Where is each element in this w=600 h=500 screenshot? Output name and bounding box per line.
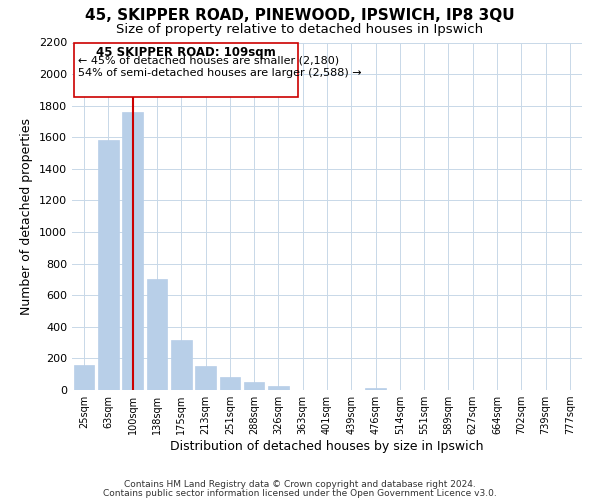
Y-axis label: Number of detached properties: Number of detached properties xyxy=(20,118,34,315)
Text: Contains public sector information licensed under the Open Government Licence v3: Contains public sector information licen… xyxy=(103,488,497,498)
Text: ← 45% of detached houses are smaller (2,180): ← 45% of detached houses are smaller (2,… xyxy=(78,56,339,66)
Bar xyxy=(122,112,143,390)
FancyBboxPatch shape xyxy=(74,44,298,97)
Bar xyxy=(74,364,94,390)
X-axis label: Distribution of detached houses by size in Ipswich: Distribution of detached houses by size … xyxy=(170,440,484,453)
Bar xyxy=(98,140,119,390)
Bar xyxy=(195,366,216,390)
Text: Size of property relative to detached houses in Ipswich: Size of property relative to detached ho… xyxy=(116,22,484,36)
Bar xyxy=(365,388,386,390)
Bar xyxy=(171,340,191,390)
Text: 45 SKIPPER ROAD: 109sqm: 45 SKIPPER ROAD: 109sqm xyxy=(96,46,276,60)
Bar xyxy=(146,280,167,390)
Text: Contains HM Land Registry data © Crown copyright and database right 2024.: Contains HM Land Registry data © Crown c… xyxy=(124,480,476,489)
Text: 45, SKIPPER ROAD, PINEWOOD, IPSWICH, IP8 3QU: 45, SKIPPER ROAD, PINEWOOD, IPSWICH, IP8… xyxy=(85,8,515,22)
Text: 54% of semi-detached houses are larger (2,588) →: 54% of semi-detached houses are larger (… xyxy=(78,68,362,78)
Bar xyxy=(220,376,240,390)
Bar xyxy=(268,386,289,390)
Bar xyxy=(244,382,265,390)
